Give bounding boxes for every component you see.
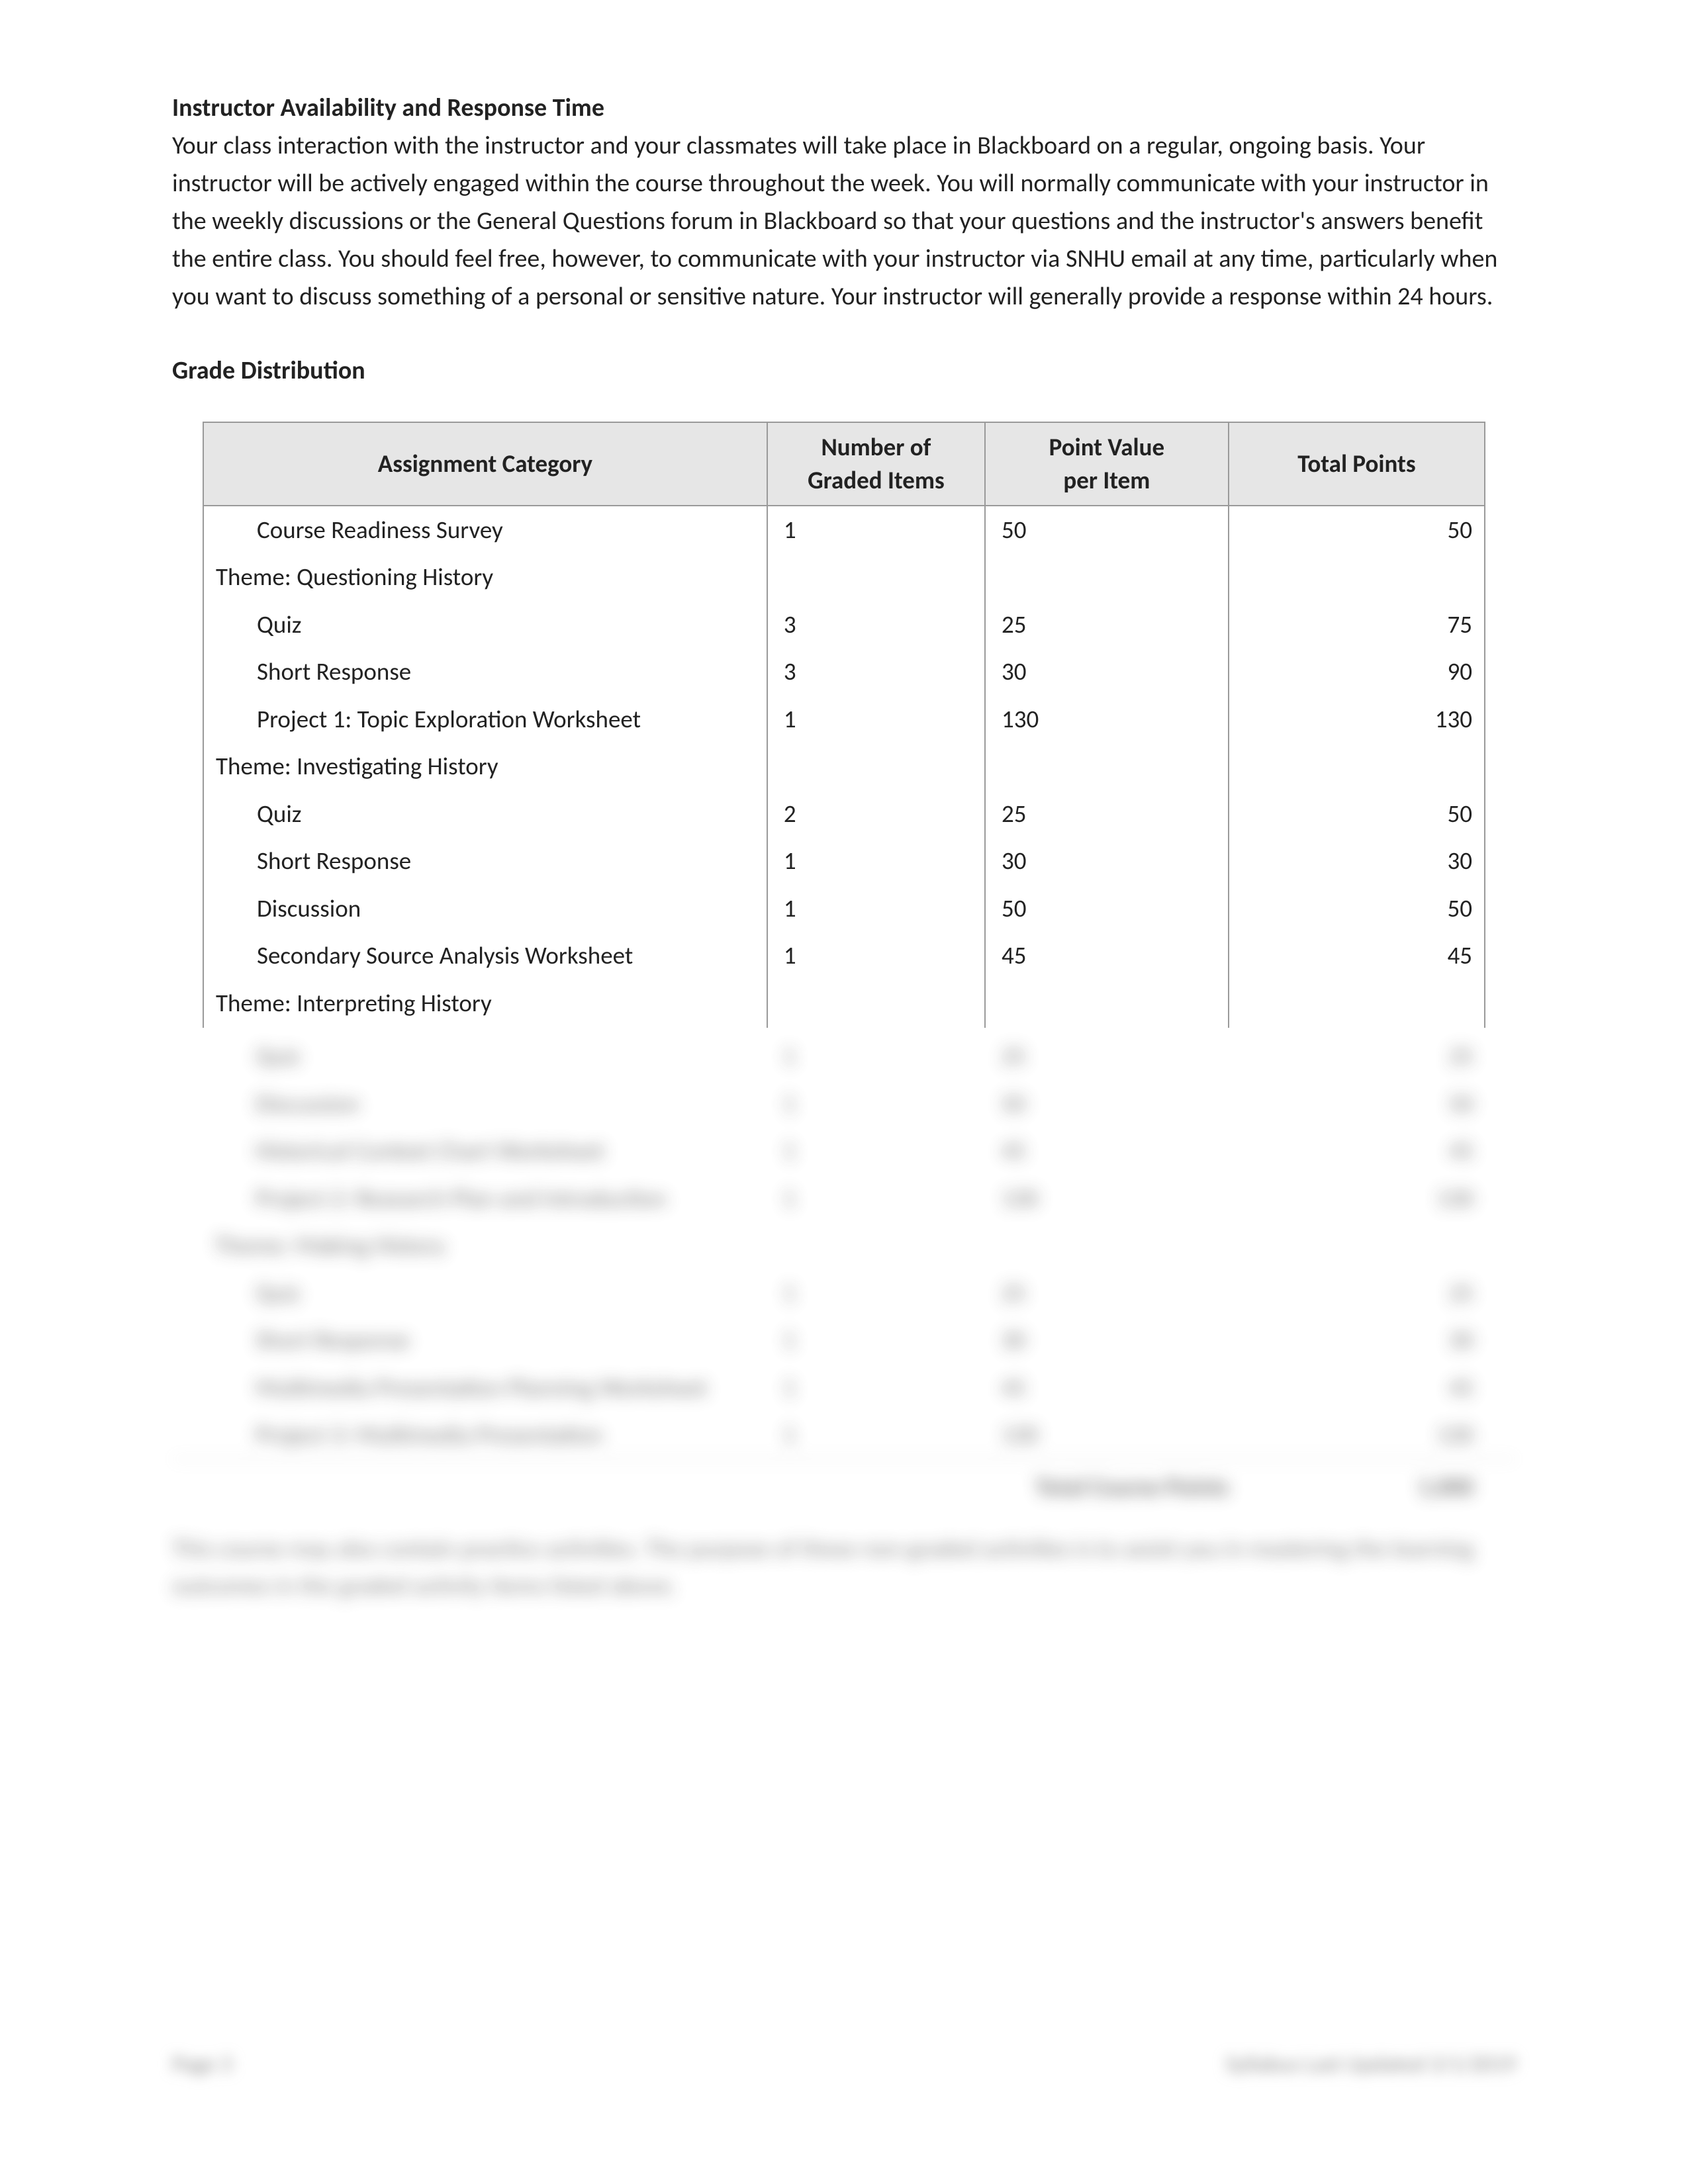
point-value-cell: 25 [985,601,1229,649]
col-number-of-items: Number of Graded Items [767,422,985,506]
table-row: Short Response33090 [203,648,1485,696]
table-row: Course Readiness Survey15050 [203,506,1485,554]
blurred-row: Quiz12525 [172,1269,1516,1317]
footer-right: Syllabus Last Updated 3/1/2019 [1226,2051,1516,2078]
total-points-cell: 45 [1229,932,1485,979]
point-value-cell: 50 [985,885,1229,933]
number-of-items-cell: 1 [767,837,985,885]
grade-distribution-heading: Grade Distribution [172,355,1516,386]
blurred-row: Quiz12525 [172,1032,1516,1080]
footer-left: Page 3 [172,2051,232,2078]
number-of-items-cell [767,553,985,601]
total-points-cell: 50 [1229,790,1485,838]
blurred-row: Discussion15050 [172,1080,1516,1128]
grade-table-body: Course Readiness Survey15050Theme: Quest… [203,506,1485,1028]
total-points-cell: 30 [1229,837,1485,885]
assignment-category-cell: Theme: Questioning History [203,553,767,601]
point-value-cell: 45 [985,932,1229,979]
point-value-cell: 50 [985,506,1229,554]
page-footer: Page 3 Syllabus Last Updated 3/1/2019 [172,2051,1516,2078]
table-row: Theme: Questioning History [203,553,1485,601]
total-points-cell: 50 [1229,506,1485,554]
point-value-cell: 130 [985,696,1229,743]
blurred-row: Project 3: Multimedia Presentation113013… [172,1411,1516,1459]
total-points-cell [1229,743,1485,790]
table-row: Quiz32575 [203,601,1485,649]
point-value-cell: 30 [985,648,1229,696]
table-row: Short Response13030 [203,837,1485,885]
assignment-category-cell: Quiz [203,601,767,649]
number-of-items-cell: 3 [767,648,985,696]
table-row: Theme: Interpreting History [203,979,1485,1028]
col-assignment-category: Assignment Category [203,422,767,506]
point-value-cell: 30 [985,837,1229,885]
col-total-points: Total Points [1229,422,1485,506]
total-points-cell: 130 [1229,696,1485,743]
assignment-category-cell: Discussion [203,885,767,933]
point-value-cell: 25 [985,790,1229,838]
assignment-category-cell: Theme: Investigating History [203,743,767,790]
number-of-items-cell: 2 [767,790,985,838]
assignment-category-cell: Course Readiness Survey [203,506,767,554]
assignment-category-cell: Secondary Source Analysis Worksheet [203,932,767,979]
assignment-category-cell: Short Response [203,648,767,696]
number-of-items-cell: 1 [767,932,985,979]
table-row: Quiz22550 [203,790,1485,838]
assignment-category-cell: Quiz [203,790,767,838]
col-point-line1: Point Value [1049,432,1164,462]
table-row: Secondary Source Analysis Worksheet14545 [203,932,1485,979]
table-row: Theme: Investigating History [203,743,1485,790]
blurred-row: Project 2: Research Plan and Introductio… [172,1175,1516,1222]
blurred-content: Quiz12525Discussion15050Historical Conte… [172,1032,1516,1535]
total-course-points-value: 1,000 [1229,1469,1485,1506]
assignment-category-cell: Project 1: Topic Exploration Worksheet [203,696,767,743]
blurred-row: Multimedia Presentation Planning Workshe… [172,1364,1516,1412]
table-row: Discussion15050 [203,885,1485,933]
number-of-items-cell: 1 [767,696,985,743]
grade-table: Assignment Category Number of Graded Ite… [203,422,1485,1028]
blurred-row: Short Response13030 [172,1316,1516,1364]
blurred-body-text: This course may also contain practice ac… [172,1510,1516,1604]
number-of-items-cell: 1 [767,885,985,933]
point-value-cell [985,979,1229,1028]
blurred-row: Historical Context Chart Worksheet14545 [172,1127,1516,1175]
assignment-category-cell: Theme: Interpreting History [203,979,767,1028]
assignment-category-cell: Short Response [203,837,767,885]
number-of-items-cell [767,743,985,790]
number-of-items-cell: 3 [767,601,985,649]
total-points-cell [1229,979,1485,1028]
total-course-points-label: Total Course Points [985,1469,1229,1506]
point-value-cell [985,743,1229,790]
grade-table-header-row: Assignment Category Number of Graded Ite… [203,422,1485,506]
blurred-row: Theme: Making History [172,1222,1516,1269]
total-points-cell: 50 [1229,885,1485,933]
total-points-cell: 75 [1229,601,1485,649]
availability-heading: Instructor Availability and Response Tim… [172,93,1516,123]
col-number-line1: Number of [821,432,931,462]
col-number-line2: Graded Items [808,465,945,495]
document-page: Instructor Availability and Response Tim… [0,0,1688,2184]
table-row: Project 1: Topic Exploration Worksheet11… [203,696,1485,743]
total-points-cell: 90 [1229,648,1485,696]
number-of-items-cell: 1 [767,506,985,554]
col-point-value: Point Value per Item [985,422,1229,506]
point-value-cell [985,553,1229,601]
availability-body: Your class interaction with the instruct… [172,127,1516,316]
total-points-cell [1229,553,1485,601]
col-point-line2: per Item [1063,465,1150,495]
blurred-total-row: Total Course Points 1,000 [172,1459,1516,1511]
number-of-items-cell [767,979,985,1028]
grade-table-wrap: Assignment Category Number of Graded Ite… [203,422,1485,1028]
